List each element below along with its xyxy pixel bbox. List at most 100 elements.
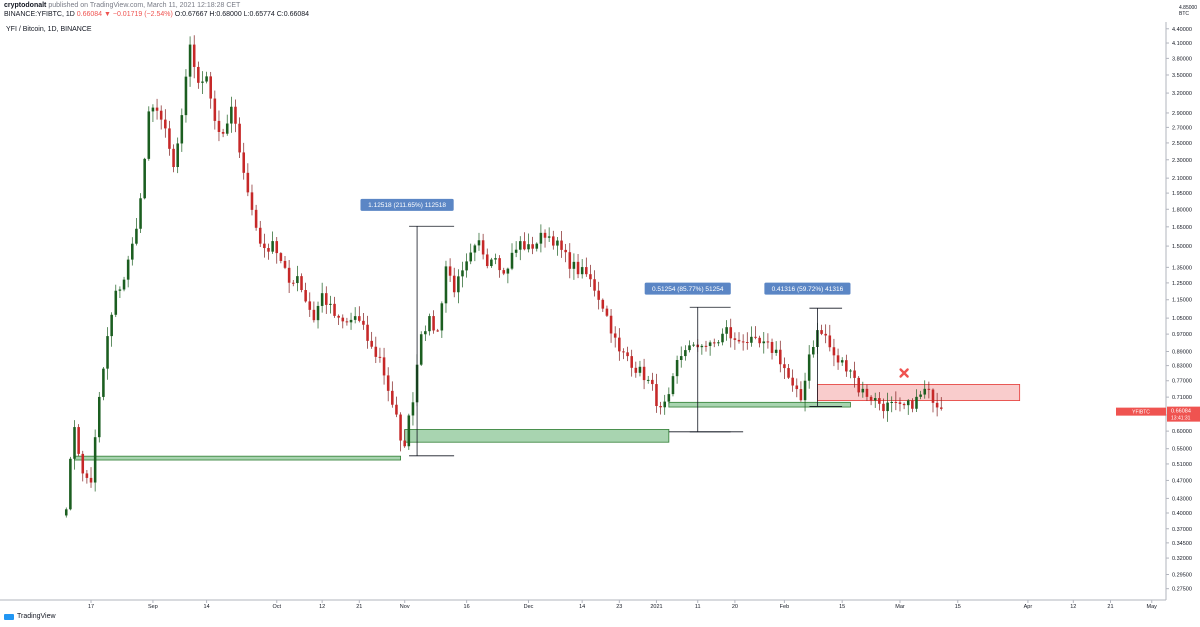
candle-body-91 <box>440 303 444 331</box>
time-tick-label-8: Dec <box>524 604 534 610</box>
candle-body-66 <box>337 315 340 318</box>
candle-body-56 <box>296 276 299 284</box>
candle-body-138 <box>634 367 638 373</box>
candle-body-109 <box>514 249 518 253</box>
price-top-label: 4.85000 <box>1179 5 1197 11</box>
time-tick-label-12: 11 <box>695 604 701 610</box>
price-tick-label-17: 1.05000 <box>1172 316 1192 322</box>
candle-body-161 <box>729 327 733 339</box>
candle-body-17 <box>135 228 138 244</box>
candle-body-35 <box>209 76 212 99</box>
candle-body-21 <box>151 107 155 112</box>
candle-body-200 <box>890 401 894 403</box>
symbol-tag-bg <box>1116 407 1166 416</box>
candle-body-147 <box>671 376 675 395</box>
candle-body-210 <box>931 389 935 403</box>
candle-body-40 <box>230 106 233 124</box>
candle-body-44 <box>246 172 250 193</box>
candle-body-95 <box>457 276 460 293</box>
author-name[interactable]: cryptodonalt <box>4 2 47 9</box>
candle-body-13 <box>118 289 122 291</box>
candle-body-166 <box>750 336 753 343</box>
price-tag-bg <box>1167 406 1200 422</box>
candle-body-2 <box>73 427 76 459</box>
time-tick-label-17: 15 <box>955 604 961 610</box>
candle-body-122 <box>568 252 572 269</box>
ohlc-values: O:0.67667 H:0.68000 L:0.65774 C:0.66084 <box>174 11 310 18</box>
price-tick-label-18: 0.97000 <box>1172 332 1192 338</box>
candle-body-14 <box>122 279 126 290</box>
candle-body-148 <box>675 359 679 377</box>
candle-body-113 <box>531 244 534 249</box>
time-tick-label-13: 20 <box>732 604 738 610</box>
candle-body-36 <box>213 98 217 121</box>
candle-body-185 <box>828 335 832 348</box>
measure-label-bg-2 <box>764 282 851 295</box>
candle-body-55 <box>291 282 295 284</box>
measure-label-2: 0.41316 (59.72%) 41316 <box>772 286 844 293</box>
candle-body-29 <box>184 76 188 116</box>
candle-body-203 <box>902 403 906 406</box>
candle-body-74 <box>370 340 373 347</box>
candle-body-0 <box>64 509 68 516</box>
candle-body-169 <box>762 341 766 344</box>
candle-body-1 <box>69 458 72 510</box>
candle-body-199 <box>886 402 889 412</box>
candle-body-51 <box>275 241 279 254</box>
candle-body-205 <box>911 400 914 409</box>
price-tick-label-12: 1.65000 <box>1172 225 1192 231</box>
candle-body-11 <box>110 314 113 337</box>
candle-body-186 <box>832 347 836 356</box>
candle-body-146 <box>667 394 671 402</box>
candle-body-135 <box>622 351 625 353</box>
candle-body-49 <box>267 248 270 252</box>
candle-body-99 <box>473 245 477 253</box>
candle-body-30 <box>188 44 192 77</box>
candle-body-107 <box>506 268 510 274</box>
candle-body-94 <box>452 275 456 293</box>
candle-body-194 <box>865 388 869 397</box>
candle-body-188 <box>840 360 844 363</box>
candle-body-100 <box>477 240 481 246</box>
candle-body-8 <box>97 396 101 438</box>
candle-body-119 <box>556 240 559 246</box>
candle-body-189 <box>845 360 848 372</box>
candle-body-190 <box>849 370 852 372</box>
time-tick-label-18: Apr <box>1024 604 1033 610</box>
resistance-zone-3 <box>817 384 1021 401</box>
candle-body-61 <box>316 305 320 321</box>
candle-body-93 <box>448 266 452 276</box>
candle-body-211 <box>935 402 939 408</box>
support-zone-0 <box>74 455 401 461</box>
price-tick-label-33: 0.29500 <box>1172 572 1192 578</box>
time-tick-label-0: 17 <box>88 604 94 610</box>
price-tick-label-26: 0.51000 <box>1172 462 1192 468</box>
candle-body-78 <box>386 375 390 391</box>
price-tick-label-8: 2.30000 <box>1172 158 1192 164</box>
time-tick-label-7: 16 <box>464 604 470 610</box>
price-tag-time: 13:41:31 <box>1171 416 1191 422</box>
footer-brand[interactable]: TradingView <box>4 613 56 620</box>
price-tick-label-6: 2.70000 <box>1172 125 1192 131</box>
candle-body-140 <box>642 366 646 381</box>
candle-body-65 <box>333 303 336 316</box>
candle-body-64 <box>329 303 332 305</box>
candle-body-69 <box>349 319 353 323</box>
published-info: published on TradingView.com, March 11, … <box>48 2 241 9</box>
candle-body-68 <box>345 321 349 323</box>
candle-body-89 <box>432 316 435 331</box>
candle-body-137 <box>630 356 633 368</box>
time-tick-label-11: 2021 <box>650 604 662 610</box>
time-tick-label-6: Nov <box>400 604 410 610</box>
candle-body-3 <box>77 427 80 454</box>
candle-body-41 <box>234 106 237 124</box>
candle-body-206 <box>915 396 918 409</box>
candle-body-84 <box>411 402 415 416</box>
candle-body-212 <box>939 407 943 409</box>
candle-body-33 <box>201 81 204 83</box>
candle-body-112 <box>527 244 530 250</box>
candle-body-207 <box>919 394 922 397</box>
candle-body-124 <box>576 261 580 275</box>
candle-body-54 <box>287 267 291 283</box>
